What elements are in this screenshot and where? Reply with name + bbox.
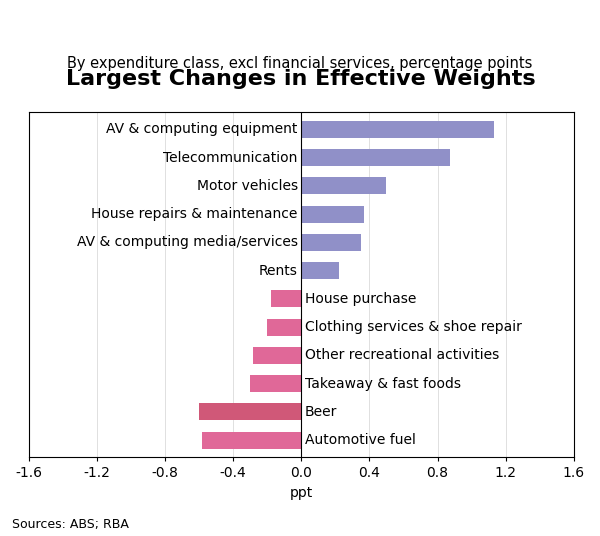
Text: House repairs & maintenance: House repairs & maintenance — [91, 207, 298, 221]
Text: AV & computing media/services: AV & computing media/services — [77, 235, 298, 249]
Bar — [267, 318, 301, 336]
Bar — [202, 431, 301, 449]
Text: Automotive fuel: Automotive fuel — [305, 433, 416, 447]
Text: Takeaway & fast foods: Takeaway & fast foods — [305, 376, 461, 391]
Bar — [301, 177, 386, 194]
Text: Sources: ABS; RBA: Sources: ABS; RBA — [12, 518, 129, 531]
Bar — [301, 262, 339, 279]
Bar — [301, 121, 494, 138]
Bar — [250, 375, 301, 392]
Text: Motor vehicles: Motor vehicles — [197, 179, 298, 193]
Text: Beer: Beer — [305, 405, 337, 419]
Bar — [301, 206, 364, 222]
Text: Clothing services & shoe repair: Clothing services & shoe repair — [305, 320, 521, 334]
Bar — [199, 403, 301, 420]
Bar — [271, 291, 301, 307]
Text: Other recreational activities: Other recreational activities — [305, 348, 499, 362]
Bar — [253, 347, 301, 364]
Text: By expenditure class, excl financial services, percentage points: By expenditure class, excl financial ser… — [67, 56, 533, 71]
X-axis label: ppt: ppt — [290, 486, 313, 500]
Bar — [301, 149, 449, 166]
Text: AV & computing equipment: AV & computing equipment — [106, 122, 298, 136]
Text: House purchase: House purchase — [305, 292, 416, 306]
Bar — [301, 234, 361, 251]
Title: Largest Changes in Effective Weights: Largest Changes in Effective Weights — [67, 69, 536, 88]
Text: Telecommunication: Telecommunication — [163, 151, 298, 165]
Text: Rents: Rents — [259, 264, 298, 278]
